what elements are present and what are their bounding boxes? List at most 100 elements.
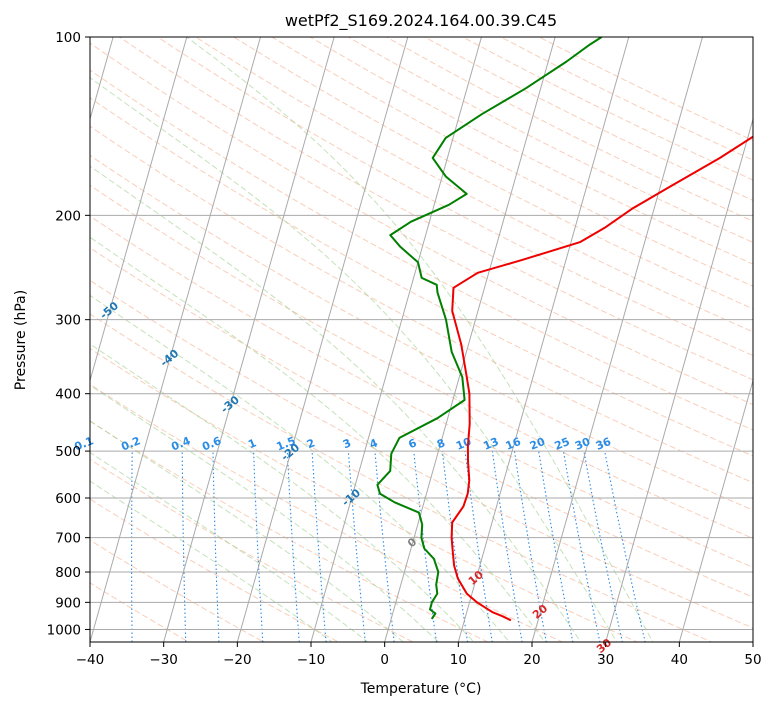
x-tick-label: 20: [523, 652, 540, 668]
mixing-ratio-label: 10: [454, 435, 473, 453]
isotherm-label: -40: [158, 347, 182, 370]
dry-adiabat-line: [90, 347, 639, 642]
y-tick-label: 800: [55, 565, 81, 581]
isotherm-label: 20: [530, 602, 550, 622]
dry-adiabat-line: [385, 37, 753, 222]
mixing-ratio-line: [253, 451, 264, 642]
mixing-ratio-line: [562, 451, 601, 642]
isotherm-label: 10: [466, 568, 486, 588]
isotherm-line: [678, 378, 753, 642]
moist-adiabat-line: [90, 343, 475, 642]
mixing-ratio-label: 25: [553, 435, 572, 453]
dry-adiabat-line: [90, 97, 753, 457]
x-tick-label: −40: [76, 652, 105, 668]
mixing-ratio-line: [286, 451, 300, 642]
x-tick-label: 30: [597, 652, 614, 668]
dry-adiabat-line: [90, 69, 753, 431]
dry-adiabat-line: [499, 37, 753, 161]
mixing-ratio-label: 20: [528, 435, 547, 453]
x-tick-label: 40: [671, 652, 688, 668]
isotherm-line: [163, 37, 335, 642]
mixing-ratio-line: [583, 450, 623, 642]
dry-adiabat-line: [90, 154, 753, 511]
plot-frame: [89, 36, 754, 643]
mixing-ratio-label: 36: [594, 435, 613, 453]
x-axis-label: Temperature (°C): [360, 681, 482, 697]
y-tick-label: 600: [55, 491, 81, 507]
moist-adiabat-line: [90, 480, 333, 642]
y-tick-label: 1000: [47, 622, 81, 638]
dewpoint-profile-line: [376, 37, 603, 620]
background-grid-lines: [82, 37, 753, 654]
mixing-ratio-line: [347, 451, 366, 642]
mixing-ratio-label: 8: [435, 436, 447, 451]
x-axis-ticks: −40 −30 −20 −10 0 10 20 30 40 50: [76, 642, 762, 668]
dry-adiabat-line: [461, 37, 753, 181]
mixing-ratio-line: [311, 451, 327, 642]
y-tick-label: 500: [55, 444, 81, 460]
dry-adiabat-line: [90, 420, 489, 642]
mixing-ratio-label: 16: [504, 435, 523, 453]
moist-adiabat-line: [90, 384, 440, 642]
profile-lines: [376, 37, 753, 622]
mixing-ratio-line: [181, 451, 187, 642]
x-tick-label: 10: [450, 652, 467, 668]
y-axis-label: Pressure (hPa): [13, 290, 29, 390]
mixing-ratio-label: 30: [573, 435, 592, 453]
isotherm-line: [752, 640, 753, 642]
x-tick-label: 0: [380, 652, 389, 668]
x-tick-label: −20: [223, 652, 252, 668]
isotherm-line: [605, 117, 753, 642]
moist-adiabat-line: [90, 420, 404, 642]
dry-adiabat-line: [90, 42, 753, 406]
dry-adiabat-line: [90, 458, 415, 642]
isotherm-line: [457, 37, 630, 642]
dry-adiabat-line: [90, 215, 753, 568]
mixing-ratio-line: [374, 451, 395, 642]
mixing-ratio-line: [604, 450, 646, 642]
dry-adiabat-line: [90, 184, 753, 539]
mixing-ratio-line: [82, 451, 86, 654]
dry-adiabat-line: [156, 37, 753, 357]
moist-adiabat-line: [90, 77, 618, 642]
mixing-ratio-label: 4: [368, 436, 380, 451]
isotherm-line: [90, 37, 261, 642]
dry-adiabat-line: [90, 539, 265, 642]
isotherm-label: -50: [98, 299, 122, 322]
mixing-ratio-line: [212, 451, 220, 642]
dry-adiabat-line: [90, 279, 753, 629]
x-tick-label: −10: [297, 652, 326, 668]
moist-adiabat-line: [90, 165, 582, 642]
y-axis-ticks: 1000 900 800 700 600 500 400 300 200 100: [47, 30, 90, 638]
y-tick-label: 400: [55, 387, 81, 403]
x-tick-label: −30: [149, 652, 178, 668]
dry-adiabat-line: [90, 498, 340, 642]
moist-adiabat-line: [90, 451, 369, 642]
dry-adiabat-line: [309, 37, 753, 265]
dry-adiabat-line: [90, 247, 753, 598]
isotherm-line: [90, 37, 188, 383]
dry-adiabat-line: [90, 383, 564, 642]
isotherm-line: [384, 37, 556, 642]
mixing-ratio-line: [413, 451, 438, 642]
isotherm-line: [531, 37, 703, 642]
mixing-ratio-label: 3: [341, 436, 353, 451]
temperature-profile-line: [450, 135, 753, 622]
moist-adiabat-line: [90, 236, 546, 642]
dry-adiabat-line: [232, 37, 753, 310]
dry-adiabat-line: [90, 582, 190, 642]
moist-adiabat-line: [186, 37, 654, 642]
dry-adiabat-line: [537, 37, 753, 142]
isotherm-line: [236, 37, 409, 642]
y-tick-label: 900: [55, 595, 81, 611]
y-tick-label: 100: [55, 30, 81, 46]
mixing-ratio-line: [131, 451, 133, 642]
chart-title: wetPf2_S169.2024.164.00.39.C45: [285, 11, 557, 31]
y-tick-label: 300: [55, 313, 81, 329]
isotherm-line: [310, 37, 482, 642]
mixing-ratio-label: 1: [246, 436, 258, 451]
dry-adiabat-line: [347, 37, 753, 243]
mixing-ratio-label: 2: [305, 436, 317, 451]
dry-adiabat-line: [90, 313, 714, 642]
